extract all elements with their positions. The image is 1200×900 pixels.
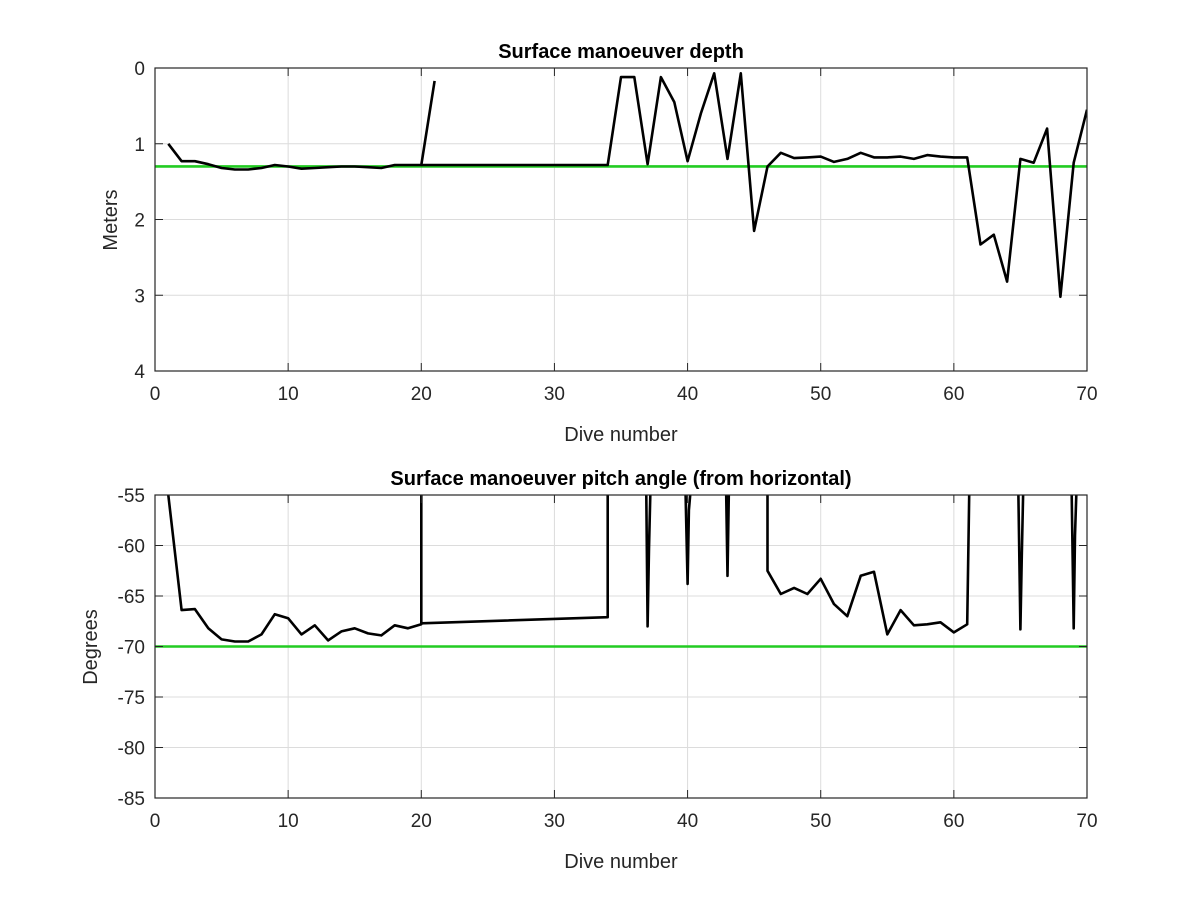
pitch-plot-y-tick-label: -70 [118,638,145,659]
depth-plot-grid [154,67,1088,372]
pitch-plot-series-line-6 [1017,495,1025,631]
depth-plot-x-tick-label: 40 [677,384,698,405]
depth-plot-ticks: 0 10 20 30 40 50 60 70 0 1 2 3 4 [134,59,1097,405]
pitch-plot-x-tick-label: 20 [411,811,432,832]
pitch-plot-x-tick-label: 70 [1076,811,1097,832]
pitch-plot-y-tick-label: -80 [118,739,145,760]
depth-plot-x-tick-label: 20 [411,384,432,405]
depth-plot-x-tick-label: 50 [810,384,831,405]
pitch-plot-series [155,495,1087,648]
depth-plot-title: Surface manoeuver depth [498,41,744,63]
pitch-plot-series-line-5 [766,495,971,636]
pitch-plot-x-tick-label: 0 [150,811,161,832]
depth-plot-y-tick-label: 4 [134,362,145,383]
pitch-plot-series-line-4 [724,495,731,578]
depth-plot-y-axis-label: Meters [100,189,122,250]
pitch-plot-series-line-2 [645,495,652,628]
depth-plot-series-line-1 [167,80,436,171]
pitch-plot-x-tick-label: 40 [677,811,698,832]
pitch-plot-series-line-7 [1070,495,1078,630]
pitch-plot-y-axis-label: Degrees [80,609,102,685]
depth-plot-x-tick-label: 60 [943,384,964,405]
depth-plot-x-tick-label: 30 [544,384,565,405]
pitch-plot-x-tick-label: 30 [544,811,565,832]
depth-plot-x-axis-label: Dive number [564,424,678,446]
depth-plot-series [155,72,1087,299]
pitch-plot-y-tick-label: -55 [118,486,145,507]
depth-plot-y-tick-label: 2 [134,211,145,232]
pitch-plot-y-tick-label: -60 [118,537,145,558]
depth-plot: Surface manoeuver depth 0 10 20 30 40 50 60 700… [100,41,1098,446]
pitch-plot-series-line-3 [684,495,692,586]
depth-plot-series-line-2 [421,72,1087,299]
depth-plot-x-tick-label: 10 [278,384,299,405]
pitch-plot-x-axis-label: Dive number [564,851,678,873]
pitch-plot-series-line-1 [167,495,610,643]
pitch-plot-x-tick-label: 10 [278,811,299,832]
pitch-plot-x-tick-label: 60 [943,811,964,832]
pitch-plot-y-tick-label: -65 [118,587,145,608]
depth-plot-y-tick-label: 0 [134,59,145,80]
pitch-plot-y-tick-label: -85 [118,789,145,810]
pitch-plot-ticks: 0 10 20 30 40 50 60 70 -55 -60 -65 -70 -75 -80 -85 [118,486,1098,832]
depth-plot-x-tick-label: 0 [150,384,161,405]
pitch-plot-title: Surface manoeuver pitch angle (from hori… [390,468,851,490]
pitch-plot: Surface manoeuver pitch angle (from hori… [80,468,1098,873]
pitch-plot-x-tick-label: 50 [810,811,831,832]
pitch-plot-y-tick-label: -75 [118,688,145,709]
depth-plot-y-tick-label: 3 [134,286,145,307]
depth-plot-x-tick-label: 70 [1076,384,1097,405]
depth-plot-y-tick-label: 1 [134,135,145,156]
